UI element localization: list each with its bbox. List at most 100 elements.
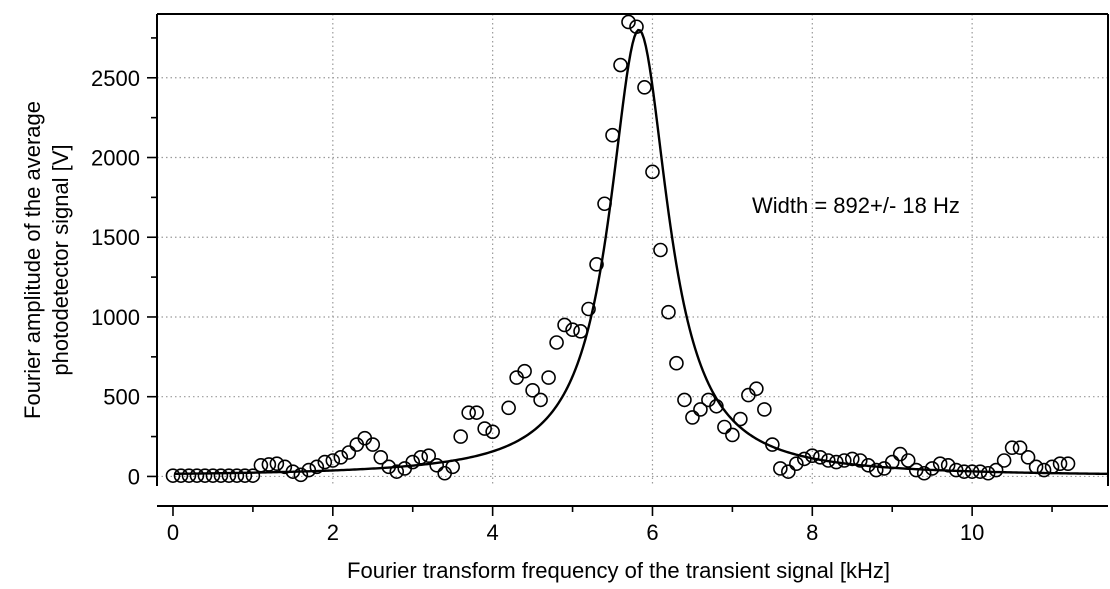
data-point [429, 457, 445, 473]
data-point [477, 421, 492, 436]
data-point [413, 449, 429, 465]
y-axis-ticks: 0 500 1000 1500 2000 2500 [91, 37, 157, 489]
data-point [948, 462, 964, 478]
y-axis-label-line-1: Fourier amplitude of the average [20, 101, 45, 419]
data-point [293, 467, 309, 483]
data-point [405, 454, 421, 470]
y-tick-label: 0 [128, 464, 140, 489]
data-point [325, 453, 341, 468]
data-point [1060, 456, 1076, 471]
grid-lines [157, 14, 1108, 486]
data-point [924, 461, 940, 476]
data-point [757, 402, 772, 417]
data-point [629, 19, 644, 35]
data-point [565, 322, 580, 338]
data-point [677, 392, 692, 408]
data-point [373, 449, 389, 465]
data-point [237, 468, 253, 483]
data-point [389, 464, 405, 479]
data-point [597, 196, 612, 212]
data-point [525, 383, 540, 398]
data-point [341, 445, 357, 460]
data-point [277, 459, 293, 475]
data-point [165, 468, 181, 483]
data-point [189, 468, 205, 483]
data-point [789, 456, 804, 471]
data-point [501, 400, 516, 416]
data-point [900, 453, 916, 468]
y-tick-label: 500 [103, 385, 140, 410]
data-point [533, 392, 548, 408]
data-point [940, 457, 956, 473]
data-point [693, 402, 708, 417]
data-point [932, 456, 948, 471]
data-point [956, 464, 972, 479]
data-point [621, 14, 636, 30]
data-point [469, 405, 484, 420]
data-point [221, 468, 237, 483]
data-point [317, 454, 333, 470]
data-point [669, 355, 684, 371]
data-point [309, 459, 325, 475]
y-tick-label: 2500 [91, 66, 140, 91]
data-point [725, 427, 740, 443]
x-tick-label: 4 [487, 520, 499, 545]
data-point [517, 363, 532, 379]
data-point [996, 453, 1012, 468]
data-point [836, 453, 852, 468]
x-axis-label: Fourier transform frequency of the trans… [347, 558, 890, 583]
y-tick-label: 1000 [91, 305, 140, 330]
data-point [421, 448, 437, 464]
data-point [549, 335, 564, 350]
data-point [613, 57, 628, 73]
x-tick-label: 6 [646, 520, 658, 545]
data-point [717, 419, 732, 435]
data-point [773, 461, 788, 476]
data-point [653, 242, 668, 258]
data-point [581, 301, 596, 317]
data-point [573, 324, 588, 339]
data-point [365, 437, 381, 452]
data-point [820, 453, 836, 468]
data-point [844, 451, 860, 467]
y-tick-label: 2000 [91, 146, 140, 171]
data-point [173, 468, 189, 483]
data-point [1004, 440, 1020, 456]
y-tick-label: 1500 [91, 225, 140, 250]
x-tick-label: 2 [327, 520, 339, 545]
data-point [988, 462, 1004, 478]
data-point [709, 398, 724, 414]
data-point [812, 449, 828, 465]
data-point [253, 457, 269, 473]
data-point [645, 164, 660, 180]
data-point [980, 465, 996, 481]
plot-frame [156, 13, 1109, 507]
data-point [1028, 459, 1044, 475]
data-point [285, 464, 301, 479]
data-point [972, 464, 988, 479]
data-point [637, 80, 652, 95]
data-point [381, 459, 397, 475]
data-point [269, 456, 285, 471]
data-point [213, 468, 229, 483]
data-point [181, 468, 197, 483]
width-annotation: Width = 892+/- 18 Hz [752, 193, 960, 218]
data-point [860, 457, 876, 473]
data-point [884, 454, 900, 470]
data-point [749, 381, 764, 397]
data-point [781, 464, 796, 479]
data-point [852, 453, 868, 468]
data-point [964, 464, 980, 479]
data-point [229, 468, 245, 483]
x-tick-label: 0 [167, 520, 179, 545]
x-tick-label: 8 [806, 520, 818, 545]
data-point [765, 437, 780, 452]
data-point [557, 317, 572, 333]
data-point [485, 424, 500, 440]
data-point [916, 465, 932, 481]
data-point [1020, 449, 1036, 465]
data-point [1036, 462, 1052, 478]
data-points [165, 14, 1076, 483]
